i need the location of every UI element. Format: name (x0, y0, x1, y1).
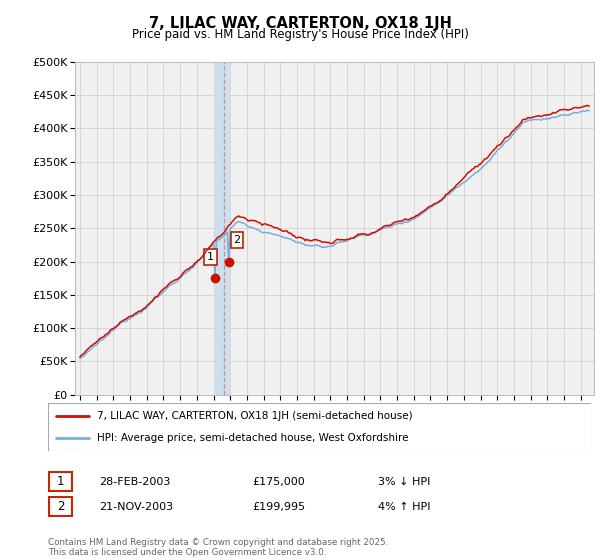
Bar (215, 62, 229, 395)
Text: 3% ↓ HPI: 3% ↓ HPI (378, 477, 430, 487)
Text: 21-NOV-2003: 21-NOV-2003 (99, 502, 173, 512)
Text: 1: 1 (207, 252, 214, 262)
Text: 1: 1 (57, 475, 64, 488)
Text: 2: 2 (233, 235, 241, 245)
Text: Contains HM Land Registry data © Crown copyright and database right 2025.
This d: Contains HM Land Registry data © Crown c… (48, 538, 388, 557)
Text: 2: 2 (57, 500, 64, 514)
Text: HPI: Average price, semi-detached house, West Oxfordshire: HPI: Average price, semi-detached house,… (97, 433, 409, 443)
Text: 7, LILAC WAY, CARTERTON, OX18 1JH: 7, LILAC WAY, CARTERTON, OX18 1JH (149, 16, 451, 31)
Text: 7, LILAC WAY, CARTERTON, OX18 1JH (semi-detached house): 7, LILAC WAY, CARTERTON, OX18 1JH (semi-… (97, 411, 412, 421)
Text: £175,000: £175,000 (252, 477, 305, 487)
Text: £199,995: £199,995 (252, 502, 305, 512)
Text: Price paid vs. HM Land Registry's House Price Index (HPI): Price paid vs. HM Land Registry's House … (131, 28, 469, 41)
Text: 4% ↑ HPI: 4% ↑ HPI (378, 502, 431, 512)
Text: 28-FEB-2003: 28-FEB-2003 (99, 477, 170, 487)
